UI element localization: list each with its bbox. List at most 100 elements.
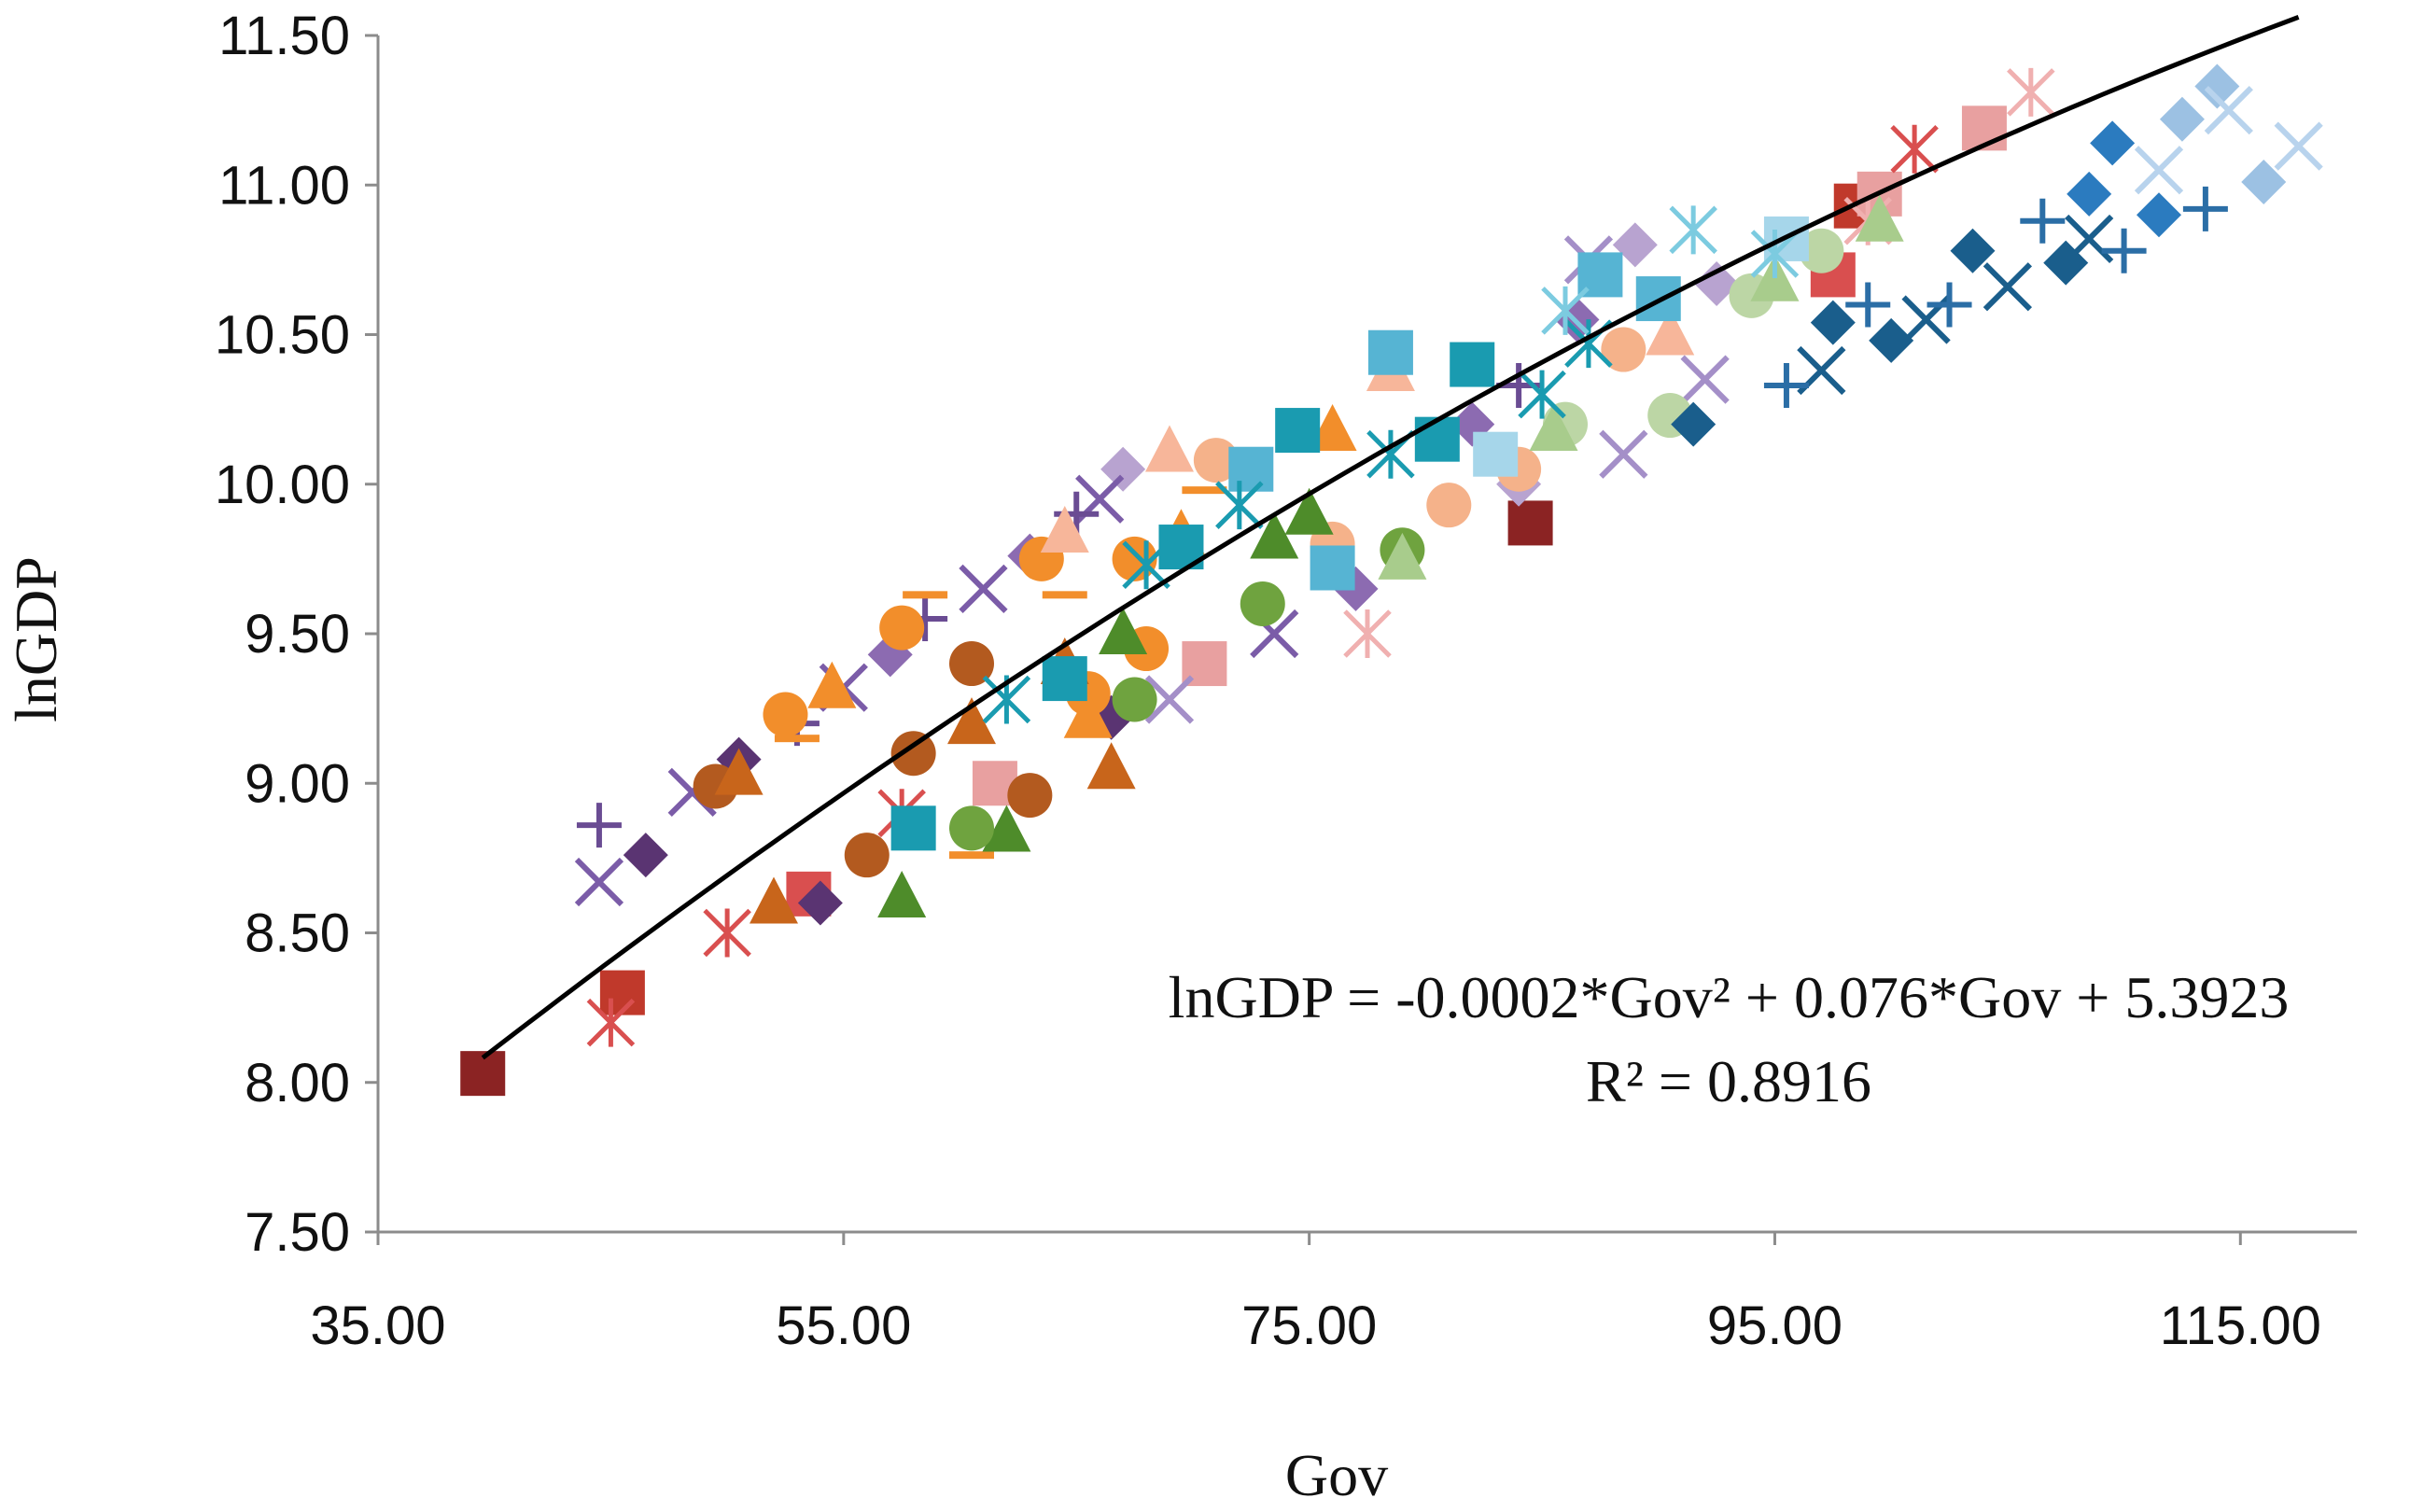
data-point-diamond — [1950, 228, 1996, 273]
data-point-plus — [1763, 362, 1809, 408]
data-point-square — [599, 970, 645, 1015]
data-point-dash — [903, 591, 948, 599]
data-point-circle — [1426, 483, 1472, 528]
data-point-triangle — [1529, 404, 1578, 452]
data-point-x — [2204, 86, 2253, 135]
data-point-diamond — [797, 880, 843, 926]
data-point-star — [1343, 609, 1392, 658]
y-tick-label: 11.00 — [218, 155, 350, 216]
data-point-plus — [2020, 198, 2066, 244]
data-point-x — [574, 857, 624, 907]
data-point-circle — [1240, 581, 1285, 626]
x-tick-label: 35.00 — [310, 1295, 445, 1356]
data-point-square — [1450, 342, 1495, 387]
data-point-star — [586, 998, 636, 1047]
data-point-diamond — [2090, 120, 2136, 166]
data-point-dash — [949, 851, 994, 860]
trendline-equation: lnGDP = -0.0002*Gov² + 0.076*Gov + 5.392… — [1169, 964, 2290, 1030]
data-point-square — [1275, 408, 1321, 454]
y-tick-label: 10.00 — [215, 455, 350, 515]
data-point-square — [1473, 431, 1519, 477]
data-point-square — [1414, 416, 1460, 462]
x-tick-label: 75.00 — [1241, 1295, 1377, 1356]
data-point-triangle — [1378, 532, 1427, 580]
y-tick-label: 7.50 — [245, 1202, 350, 1263]
data-point-triangle — [750, 876, 798, 924]
data-point-x — [2134, 146, 2184, 195]
data-point-circle — [949, 805, 994, 851]
data-point-triangle — [1308, 404, 1357, 452]
data-point-x — [1144, 675, 1195, 724]
data-point-triangle — [982, 805, 1031, 852]
data-point-square — [460, 1051, 506, 1097]
data-point-star — [1215, 481, 1264, 530]
data-point-circle — [949, 641, 994, 687]
data-point-diamond — [1612, 222, 1658, 268]
y-tick-label: 9.50 — [245, 604, 350, 665]
data-point-plus — [576, 803, 622, 848]
data-point-diamond — [1100, 446, 1146, 492]
data-point-dash — [774, 735, 820, 743]
data-point-diamond — [2241, 160, 2287, 205]
data-point-triangle — [947, 697, 996, 745]
trendline — [481, 15, 2300, 1060]
data-point-square — [1507, 500, 1553, 546]
data-point-x — [1599, 429, 1648, 479]
data-point-circle — [1112, 677, 1157, 722]
data-point-diamond — [1810, 300, 1856, 345]
data-point-plus — [1845, 282, 1891, 328]
data-point-diamond — [2159, 96, 2205, 142]
data-point-square — [1228, 446, 1274, 492]
x-axis-ticks: 35.00 55.00 75.00 95.00 115.00 — [310, 1232, 2321, 1356]
data-point-x — [2065, 214, 2114, 264]
data-point-square — [890, 805, 936, 851]
data-point-dash — [1182, 486, 1227, 495]
x-tick-label: 95.00 — [1707, 1295, 1843, 1356]
data-point-plus — [2182, 186, 2228, 231]
data-point-square — [1310, 545, 1355, 591]
data-point-star — [1122, 540, 1170, 590]
y-tick-label: 8.00 — [245, 1053, 350, 1113]
data-point-circle — [1007, 773, 1053, 819]
r-squared-label: R² = 0.8916 — [1586, 1048, 1871, 1114]
data-point-star — [2007, 67, 2055, 117]
data-point-star — [703, 908, 751, 958]
x-axis-title: Gov — [1285, 1442, 1388, 1508]
data-point-triangle — [1646, 308, 1695, 356]
data-point-triangle — [807, 661, 857, 708]
data-point-square — [1042, 656, 1087, 702]
data-point-dash — [1042, 591, 1087, 599]
data-point-x — [1983, 262, 2033, 312]
y-axis-title: lnGDP — [3, 556, 69, 722]
data-point-diamond — [1869, 317, 1914, 363]
data-point-diamond — [1694, 261, 1740, 307]
y-tick-label: 11.50 — [218, 6, 350, 66]
data-point-diamond — [2137, 192, 2181, 238]
data-point-diamond — [1671, 401, 1716, 447]
data-point-circle — [890, 731, 936, 777]
y-tick-label: 8.50 — [245, 903, 350, 964]
data-point-plus — [1927, 282, 1972, 328]
data-point-triangle — [1284, 487, 1334, 535]
data-point-circle — [1193, 438, 1239, 483]
data-point-circle — [1799, 228, 1844, 273]
data-point-star — [1541, 286, 1590, 335]
data-point-square — [1367, 329, 1413, 375]
data-point-star — [1518, 370, 1566, 419]
data-point-triangle — [1063, 691, 1113, 738]
data-point-x — [959, 564, 1008, 614]
data-point-triangle — [1099, 608, 1148, 654]
data-point-circle — [1601, 327, 1646, 372]
data-point-circle — [879, 605, 925, 651]
data-point-triangle — [1145, 425, 1194, 472]
data-point-x — [1680, 355, 1730, 404]
data-point-star — [1890, 124, 1939, 174]
data-point-triangle — [877, 871, 927, 918]
data-points-layer — [460, 63, 2323, 1097]
x-tick-label: 55.00 — [776, 1295, 911, 1356]
y-tick-label: 9.00 — [245, 753, 350, 814]
data-point-plus — [2101, 228, 2147, 273]
data-point-triangle — [1855, 194, 1904, 242]
data-point-triangle — [1250, 511, 1299, 559]
